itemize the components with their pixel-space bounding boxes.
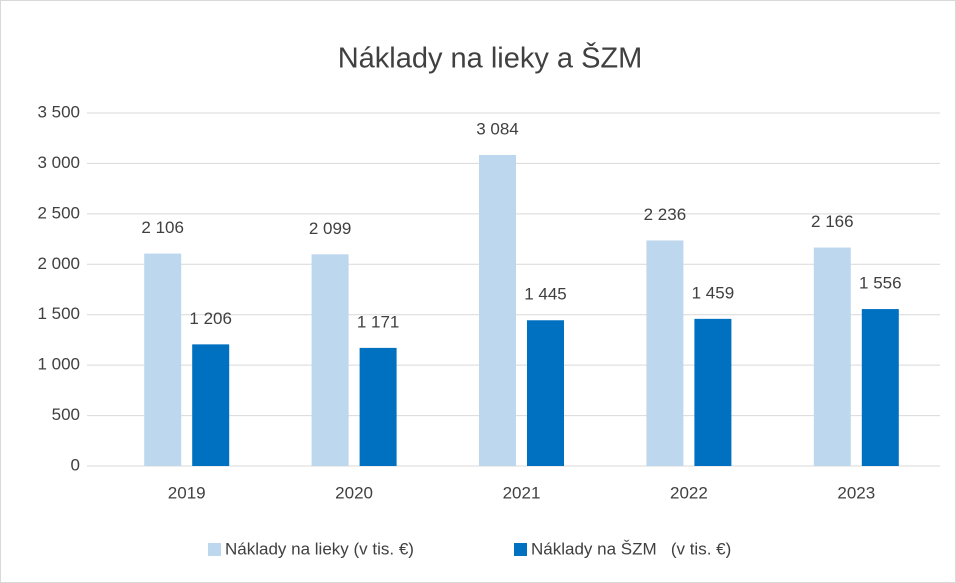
bar (694, 318, 732, 466)
value-label: 1 206 (189, 309, 232, 328)
y-tick-label: 2 500 (37, 203, 80, 222)
legend-label: Náklady na lieky (v tis. €) (225, 539, 414, 558)
y-tick-label: 500 (52, 405, 80, 424)
value-label: 2 236 (644, 205, 687, 224)
y-tick-label: 1 000 (37, 355, 80, 374)
legend-label: Náklady na ŠZM (v tis. €) (531, 539, 731, 558)
bar (359, 347, 397, 466)
bar (646, 240, 684, 466)
bar (144, 253, 182, 466)
x-tick-label: 2022 (670, 483, 708, 502)
bar (479, 154, 516, 466)
chart-title: Náklady na lieky a ŠZM (338, 41, 643, 75)
value-label: 3 084 (476, 119, 519, 138)
bar (861, 309, 899, 466)
legend-swatch (208, 543, 221, 556)
value-label: 1 459 (692, 283, 735, 302)
y-tick-label: 1 500 (37, 304, 80, 323)
x-tick-label: 2019 (168, 483, 206, 502)
x-tick-label: 2021 (503, 483, 541, 502)
bar (813, 247, 851, 466)
value-label: 2 106 (141, 218, 184, 237)
legend-swatch (514, 543, 527, 556)
value-label: 2 099 (309, 219, 352, 238)
x-tick-label: 2020 (335, 483, 373, 502)
y-tick-label: 0 (71, 455, 80, 474)
bar (311, 254, 349, 466)
y-tick-label: 2 000 (37, 254, 80, 273)
value-label: 2 166 (811, 212, 854, 231)
value-label: 1 556 (859, 274, 902, 293)
y-tick-label: 3 500 (37, 102, 80, 121)
y-tick-label: 3 000 (37, 153, 80, 172)
value-label: 1 171 (357, 312, 400, 331)
x-tick-label: 2023 (837, 483, 875, 502)
bar (192, 344, 230, 466)
value-label: 1 445 (524, 285, 567, 304)
bar (527, 320, 564, 466)
